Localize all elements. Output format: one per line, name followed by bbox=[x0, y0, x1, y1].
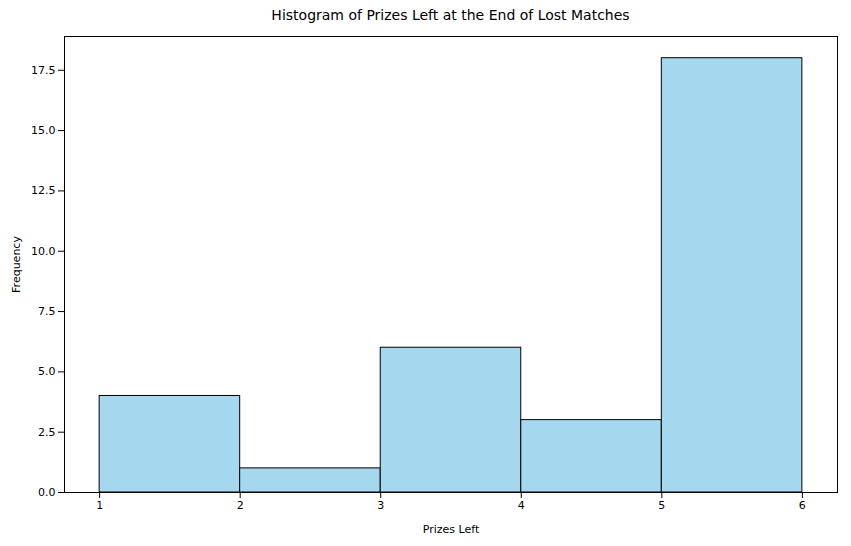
svg-text:5: 5 bbox=[658, 499, 665, 512]
svg-text:Prizes Left: Prizes Left bbox=[423, 523, 480, 536]
svg-text:6: 6 bbox=[799, 499, 806, 512]
svg-text:17.5: 17.5 bbox=[31, 64, 56, 77]
svg-text:4: 4 bbox=[518, 499, 525, 512]
svg-text:2.5: 2.5 bbox=[38, 426, 56, 439]
svg-text:15.0: 15.0 bbox=[31, 124, 56, 137]
svg-text:Frequency: Frequency bbox=[10, 236, 23, 293]
svg-text:7.5: 7.5 bbox=[38, 305, 56, 318]
svg-text:3: 3 bbox=[377, 499, 384, 512]
html-text:Histogram of Prizes Left at th: Histogram of Prizes Left at the End of L… bbox=[271, 7, 630, 23]
svg-text:2: 2 bbox=[237, 499, 244, 512]
svg-text:10.0: 10.0 bbox=[31, 245, 56, 258]
svg-text:1: 1 bbox=[96, 499, 103, 512]
svg-text:0.0: 0.0 bbox=[38, 486, 56, 499]
svg-text:5.0: 5.0 bbox=[38, 365, 56, 378]
svg-text:12.5: 12.5 bbox=[31, 184, 56, 197]
